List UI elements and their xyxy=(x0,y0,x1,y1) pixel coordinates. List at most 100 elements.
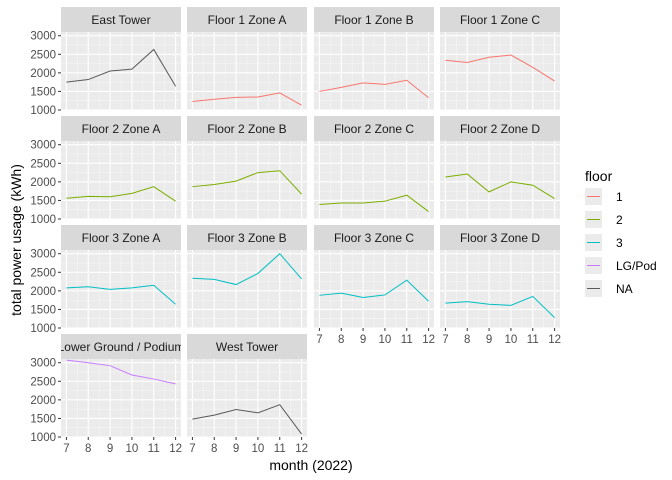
x-tick-label: 9 xyxy=(107,443,113,455)
series-line-floor-2-zone-c xyxy=(319,194,429,212)
x-tick-label: 7 xyxy=(189,443,195,455)
panel-floor-2-zone-a: Floor 2 Zone A xyxy=(61,116,181,220)
panel-floor-2-zone-c: Floor 2 Zone C xyxy=(314,116,434,220)
facet-strip xyxy=(61,7,181,32)
x-tick-label: 7 xyxy=(63,443,69,455)
x-tick-label: 12 xyxy=(548,334,561,346)
x-tick-label: 8 xyxy=(338,334,344,346)
y-tick-label: 1000 xyxy=(30,214,56,226)
y-tick-label: 1500 xyxy=(30,86,56,98)
gridlines xyxy=(314,141,434,220)
gridlines xyxy=(61,359,181,438)
gridlines xyxy=(440,32,560,111)
facet-strip xyxy=(314,116,434,141)
y-tick-label: 2500 xyxy=(30,49,56,61)
facet-strip-label: Floor 2 Zone C xyxy=(334,122,414,136)
series-line-floor-1-zone-a xyxy=(192,92,302,106)
panel-floor-3-zone-a: Floor 3 Zone A xyxy=(61,225,181,329)
y-tick-label: 3000 xyxy=(30,249,56,261)
x-tick-label: 8 xyxy=(464,334,470,346)
x-axis-title: month (2022) xyxy=(269,457,352,473)
x-tick-label: 11 xyxy=(274,443,286,455)
legend-entry-3: 3 xyxy=(585,234,623,251)
legend-entries: 1 2 3 LG/Pod NA xyxy=(585,188,657,297)
gridlines xyxy=(187,141,307,220)
facet-strip-label: Floor 2 Zone B xyxy=(207,122,286,136)
facet-strip xyxy=(61,116,181,141)
facet-strip-label: Floor 2 Zone D xyxy=(460,122,540,136)
y-tick-label: 1000 xyxy=(30,432,56,444)
y-tick-label: 3000 xyxy=(30,140,56,152)
facet-strip-label: Floor 1 Zone A xyxy=(208,13,287,27)
gridlines xyxy=(61,141,181,220)
panel-floor-1-zone-a: Floor 1 Zone A xyxy=(187,7,307,111)
series-line-floor-3-zone-c xyxy=(319,279,429,302)
x-tick-label: 9 xyxy=(360,334,366,346)
panel-floor-3-zone-c: Floor 3 Zone C xyxy=(314,225,434,329)
x-tick-label: 11 xyxy=(148,443,160,455)
facet-strip xyxy=(187,225,307,250)
x-tick-label: 8 xyxy=(211,443,217,455)
panel-east-tower: East Tower xyxy=(61,7,181,111)
gridlines xyxy=(314,32,434,111)
facet-strip xyxy=(440,116,560,141)
legend-entry-2: 2 xyxy=(585,211,623,228)
legend-label: LG/Pod xyxy=(616,259,657,273)
gridlines xyxy=(314,250,434,329)
x-tick-label: 10 xyxy=(252,443,265,455)
facet-strip xyxy=(187,116,307,141)
y-tick-label: 2500 xyxy=(30,376,56,388)
legend-entry-1: 1 xyxy=(585,188,623,205)
facet-panels: East Tower Floor 1 Zone A Floor 1 Zone B Fl… xyxy=(61,7,560,438)
facet-strip xyxy=(187,334,307,359)
facet-strip xyxy=(440,7,560,32)
legend-label: NA xyxy=(616,282,633,296)
panel-lower-ground-podium: Lower Ground / Podium xyxy=(61,334,181,438)
series-line-lower-ground-podium xyxy=(66,359,176,385)
facet-strip-label: Floor 3 Zone C xyxy=(334,231,414,245)
facet-strip xyxy=(61,334,181,359)
legend: floor 1 2 3 LG/Pod NA xyxy=(585,168,657,297)
series-line-floor-3-zone-b xyxy=(192,252,302,286)
facet-strip-label: East Tower xyxy=(91,13,150,27)
x-tick-label: 7 xyxy=(442,334,448,346)
panel-floor-2-zone-d: Floor 2 Zone D xyxy=(440,116,560,220)
legend-title: floor xyxy=(585,168,613,184)
panel-floor-3-zone-b: Floor 3 Zone B xyxy=(187,225,307,329)
axes: 1000 1500 2000 2500 3000 1000 1500 2000 2500 3000… xyxy=(30,31,561,455)
x-tick-label: 12 xyxy=(169,443,182,455)
y-tick-label: 2000 xyxy=(30,395,56,407)
y-tick-label: 3000 xyxy=(30,358,56,370)
facet-strip xyxy=(440,225,560,250)
facet-strip-label: Floor 3 Zone A xyxy=(82,231,161,245)
x-tick-label: 11 xyxy=(527,334,539,346)
facet-strip-label: West Tower xyxy=(216,340,278,354)
legend-label: 3 xyxy=(616,236,623,250)
panel-floor-1-zone-b: Floor 1 Zone B xyxy=(314,7,434,111)
x-tick-label: 9 xyxy=(233,443,239,455)
facet-strip xyxy=(314,7,434,32)
facet-strip-label: Floor 2 Zone A xyxy=(82,122,161,136)
legend-entry-na: NA xyxy=(585,280,633,297)
series-line-floor-1-zone-b xyxy=(319,79,429,99)
facet-strip-label: Floor 3 Zone B xyxy=(207,231,286,245)
facet-strip xyxy=(61,225,181,250)
x-tick-label: 8 xyxy=(85,443,91,455)
series-line-floor-2-zone-a xyxy=(66,186,176,202)
y-tick-label: 1000 xyxy=(30,323,56,335)
y-tick-label: 3000 xyxy=(30,31,56,43)
x-tick-label: 10 xyxy=(126,443,139,455)
gridlines xyxy=(440,250,560,329)
panel-west-tower: West Tower xyxy=(187,334,307,438)
y-tick-label: 1500 xyxy=(30,413,56,425)
facet-strip-label: Floor 1 Zone B xyxy=(334,13,413,27)
facet-strip xyxy=(187,7,307,32)
series-line-floor-1-zone-c xyxy=(445,54,555,82)
x-tick-label: 12 xyxy=(422,334,435,346)
gridlines xyxy=(440,141,560,220)
gridlines xyxy=(187,250,307,329)
x-tick-label: 9 xyxy=(486,334,492,346)
y-tick-label: 2500 xyxy=(30,267,56,279)
panel-floor-1-zone-c: Floor 1 Zone C xyxy=(440,7,560,111)
